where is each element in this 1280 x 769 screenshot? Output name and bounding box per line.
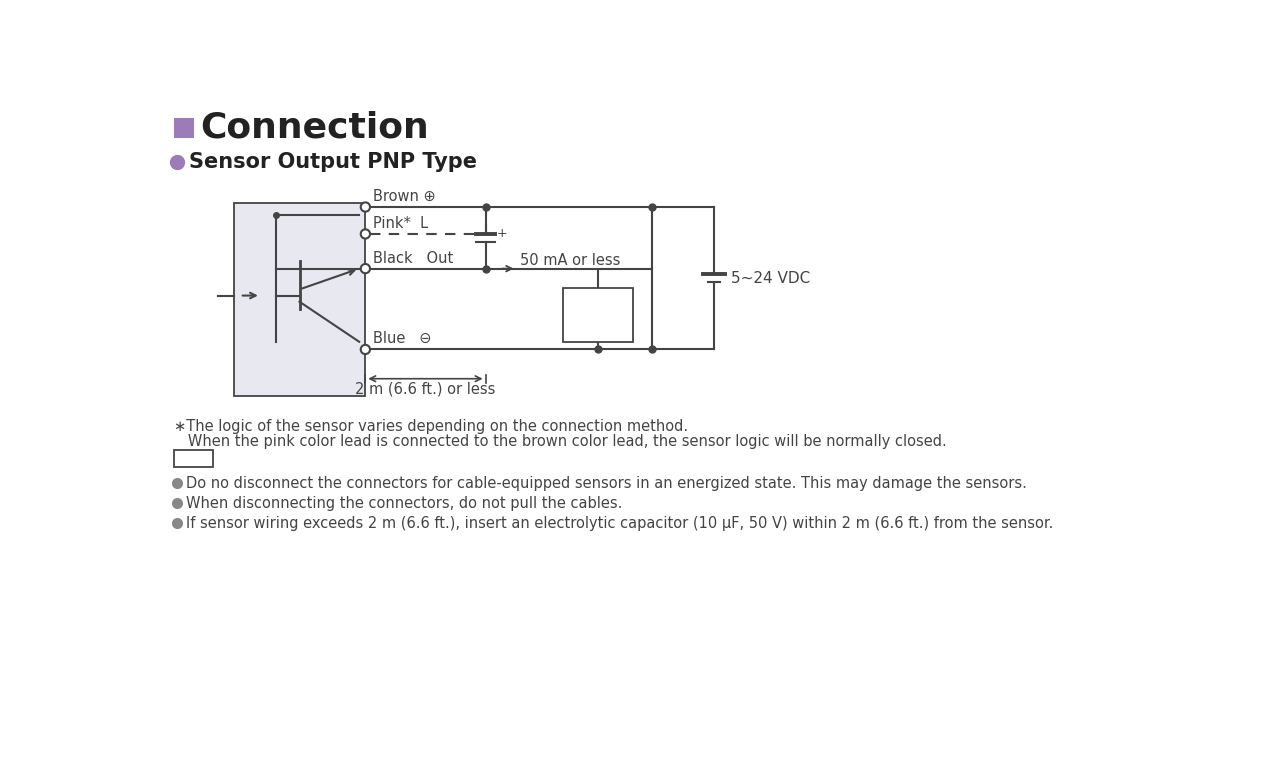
Bar [563, 288, 632, 341]
Text: Load: Load [580, 308, 616, 322]
Circle shape [361, 202, 370, 211]
Text: If sensor wiring exceeds 2 m (6.6 ft.), insert an electrolytic capacitor (10 μF,: If sensor wiring exceeds 2 m (6.6 ft.), … [186, 516, 1053, 531]
Bar [234, 203, 365, 396]
Circle shape [361, 264, 370, 273]
Text: Do no disconnect the connectors for cable-equipped sensors in an energized state: Do no disconnect the connectors for cabl… [186, 476, 1027, 491]
Text: Black   Out: Black Out [374, 251, 453, 265]
Text: 2 m (6.6 ft.) or less: 2 m (6.6 ft.) or less [356, 381, 495, 397]
Text: 5~24 VDC: 5~24 VDC [731, 271, 810, 286]
Circle shape [361, 229, 370, 238]
Bar [174, 450, 212, 467]
Text: Sensor Output PNP Type: Sensor Output PNP Type [189, 152, 477, 172]
Text: When disconnecting the connectors, do not pull the cables.: When disconnecting the connectors, do no… [186, 496, 622, 511]
Text: 50 mA or less: 50 mA or less [520, 253, 620, 268]
Text: Pink*  L: Pink* L [374, 216, 429, 231]
Text: When the pink color lead is connected to the brown color lead, the sensor logic : When the pink color lead is connected to… [174, 434, 947, 449]
Text: +: + [497, 227, 508, 240]
Text: Connection: Connection [200, 111, 429, 145]
Text: ∗The logic of the sensor varies depending on the connection method.: ∗The logic of the sensor varies dependin… [174, 419, 689, 434]
Bar [174, 118, 195, 138]
Text: Note: Note [175, 451, 211, 465]
Text: Brown ⊕: Brown ⊕ [374, 189, 436, 204]
Text: Blue   ⊖: Blue ⊖ [374, 331, 431, 346]
Circle shape [361, 345, 370, 354]
